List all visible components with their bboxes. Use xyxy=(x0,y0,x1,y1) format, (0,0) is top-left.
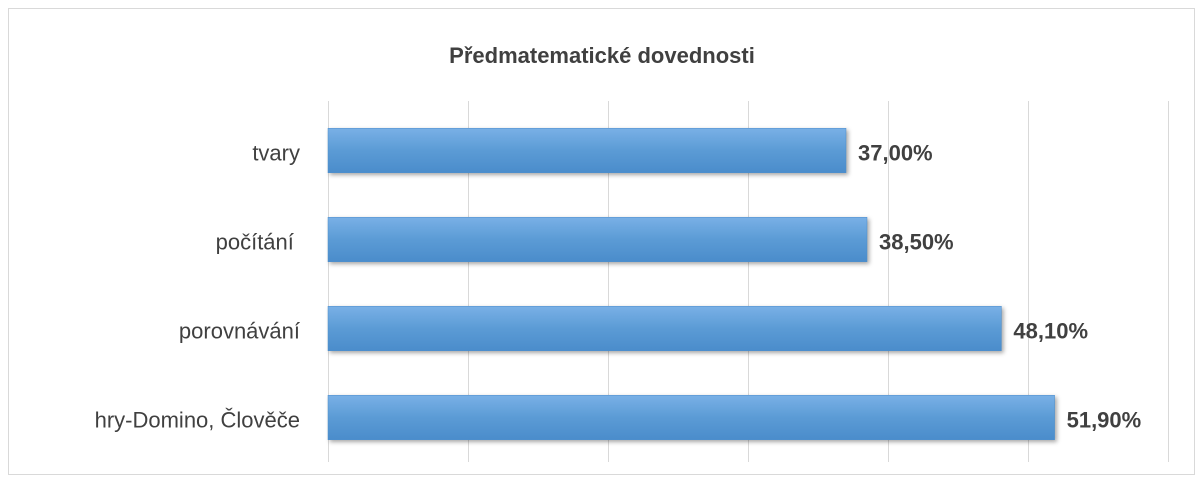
y-tick-label: počítání xyxy=(216,229,300,254)
value-label: 48,10% xyxy=(1013,318,1088,343)
value-label: 51,90% xyxy=(1067,407,1142,432)
y-tick-label: porovnávání xyxy=(179,318,300,343)
bar xyxy=(327,306,1002,351)
bar xyxy=(327,217,868,262)
value-label: 37,00% xyxy=(858,140,933,165)
y-tick-label: tvary xyxy=(252,140,300,165)
chart-title: Předmatematické dovednosti xyxy=(449,43,755,68)
y-tick-label: hry-Domino, Člověče xyxy=(95,407,300,432)
bar xyxy=(327,128,847,173)
bar xyxy=(327,395,1055,440)
value-label: 38,50% xyxy=(879,229,954,254)
